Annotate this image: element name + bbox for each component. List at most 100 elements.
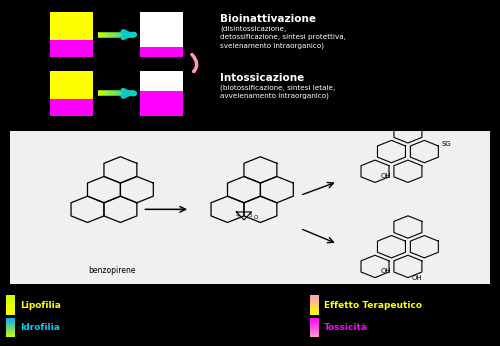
Bar <box>310 312 319 313</box>
Text: Tossicità: Tossicità <box>324 323 368 333</box>
Bar <box>310 321 319 322</box>
Bar <box>310 325 319 326</box>
Bar <box>310 313 319 314</box>
Bar <box>140 71 182 116</box>
Text: O: O <box>254 215 258 220</box>
Bar <box>50 71 92 99</box>
Text: OH: OH <box>380 268 391 274</box>
Bar <box>6 305 15 306</box>
Bar <box>6 323 15 324</box>
Bar <box>6 332 15 334</box>
Text: (disintossicazione,
detossificazione, sintesi protettiva,
svelenamento intraorga: (disintossicazione, detossificazione, si… <box>220 26 346 48</box>
Bar <box>6 304 15 306</box>
Bar <box>6 313 15 315</box>
Bar <box>310 304 319 306</box>
Bar <box>6 318 15 319</box>
Bar <box>6 307 15 308</box>
Bar <box>140 47 182 57</box>
Bar <box>6 321 15 322</box>
Bar <box>6 322 15 323</box>
Bar <box>310 335 319 336</box>
Bar <box>6 327 15 328</box>
Bar <box>310 319 319 320</box>
Bar <box>6 299 15 301</box>
Bar <box>310 302 319 303</box>
Bar <box>310 320 319 321</box>
Bar <box>6 306 15 307</box>
Bar <box>140 91 182 116</box>
Text: Bioinattivazione: Bioinattivazione <box>220 15 316 24</box>
Bar <box>6 308 15 309</box>
Bar <box>6 331 15 333</box>
Bar <box>310 318 319 319</box>
Bar <box>6 336 15 337</box>
Bar <box>310 327 319 328</box>
Text: benzopirene: benzopirene <box>88 266 136 275</box>
Bar <box>6 325 15 326</box>
Bar <box>6 313 15 314</box>
Bar <box>310 297 319 298</box>
Bar <box>6 298 15 300</box>
Bar <box>6 295 15 297</box>
Bar <box>6 328 15 330</box>
Text: OH: OH <box>380 173 391 179</box>
Text: OH: OH <box>412 275 422 281</box>
Bar <box>310 336 319 337</box>
Bar <box>6 312 15 313</box>
Text: Effetto Terapeutico: Effetto Terapeutico <box>324 301 422 310</box>
Bar <box>310 305 319 306</box>
Bar <box>6 297 15 298</box>
Bar <box>6 330 15 331</box>
Bar <box>310 299 319 301</box>
Bar <box>6 302 15 303</box>
Bar <box>310 333 319 335</box>
Bar <box>310 308 319 309</box>
Bar <box>310 322 319 323</box>
Bar <box>6 301 15 302</box>
Bar <box>50 99 92 116</box>
Bar <box>6 320 15 321</box>
Bar <box>310 334 319 336</box>
Bar <box>310 300 319 301</box>
Bar <box>310 310 319 311</box>
Bar <box>310 295 319 297</box>
Bar <box>310 309 319 310</box>
Bar <box>310 330 319 331</box>
Bar <box>6 298 15 299</box>
FancyArrowPatch shape <box>192 55 197 71</box>
Bar <box>10 131 490 284</box>
Text: (biotossificazione, sintesi letale,
avvelenamento intraorganico): (biotossificazione, sintesi letale, avve… <box>220 84 335 99</box>
Bar <box>310 328 319 330</box>
Bar <box>310 307 319 308</box>
Text: 4: 4 <box>236 213 239 218</box>
Bar <box>6 310 15 311</box>
Bar <box>310 331 319 333</box>
Bar <box>50 40 92 57</box>
Bar <box>140 12 182 57</box>
Bar <box>310 327 319 329</box>
Bar <box>6 329 15 331</box>
Text: SG: SG <box>442 140 451 147</box>
Bar <box>6 309 15 310</box>
Bar <box>310 298 319 300</box>
Text: Lipofilia: Lipofilia <box>20 301 61 310</box>
Bar <box>310 298 319 299</box>
Bar <box>310 301 319 302</box>
Bar <box>310 313 319 315</box>
Bar <box>6 327 15 329</box>
Text: Intossicazione: Intossicazione <box>220 73 304 83</box>
Bar <box>6 303 15 304</box>
Bar <box>310 323 319 324</box>
Bar <box>50 12 92 40</box>
Bar <box>6 326 15 327</box>
Bar <box>6 334 15 336</box>
Text: Idrofilia: Idrofilia <box>20 323 60 333</box>
Bar <box>6 300 15 301</box>
Text: 5: 5 <box>249 213 252 218</box>
Bar <box>310 324 319 325</box>
Bar <box>310 329 319 331</box>
Bar <box>6 333 15 335</box>
Bar <box>310 311 319 312</box>
Bar <box>310 306 319 307</box>
Bar <box>6 324 15 325</box>
